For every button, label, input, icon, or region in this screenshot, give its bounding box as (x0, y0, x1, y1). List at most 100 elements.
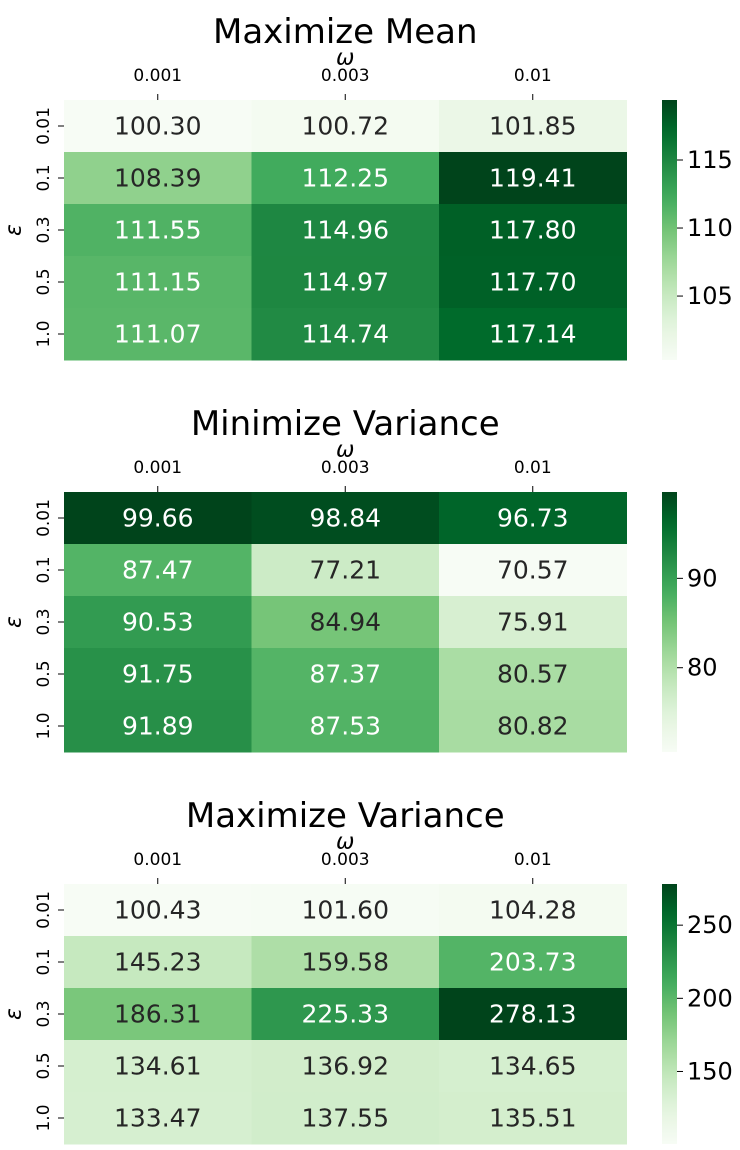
x-axis-label: ω (336, 46, 354, 71)
heatmap-cell (251, 308, 440, 361)
heatmap-cell (64, 936, 252, 989)
cell-value-label: 134.65 (489, 1052, 576, 1081)
cell-value-label: 100.43 (114, 896, 201, 925)
heatmap-cell (439, 988, 627, 1041)
y-tick-label: 0.3 (34, 216, 54, 243)
x-axis-label: ω (336, 438, 354, 463)
cell-value-label: 203.73 (489, 948, 576, 977)
heatmap-cell (251, 544, 440, 597)
colorbar-tick-label: 110 (687, 214, 733, 242)
cell-value-label: 84.94 (309, 608, 381, 637)
y-tick-label: 0.5 (34, 1052, 54, 1079)
cell-value-label: 134.61 (114, 1052, 201, 1081)
heatmap-cell (251, 1092, 440, 1145)
heatmap-cell (439, 884, 627, 937)
cell-value-label: 101.60 (302, 896, 389, 925)
y-tick-label: 1.0 (34, 712, 54, 739)
cell-value-label: 91.75 (122, 660, 194, 689)
x-tick-label: 0.003 (321, 850, 370, 870)
cell-value-label: 136.92 (302, 1052, 389, 1081)
colorbar-tick-label: 90 (687, 564, 718, 592)
colorbar-tick-label: 105 (687, 282, 733, 310)
heatmap-cell (439, 308, 627, 361)
colorbar-tick-label: 80 (687, 654, 718, 682)
heatmap-cell (439, 1092, 627, 1145)
cell-value-label: 117.14 (489, 320, 576, 349)
heatmap-cell (439, 152, 627, 205)
heatmap-cell (439, 700, 627, 753)
colorbar-tick-label: 150 (687, 1057, 733, 1085)
cell-value-label: 87.37 (309, 660, 381, 689)
x-tick-label: 0.01 (514, 850, 552, 870)
cell-value-label: 114.96 (302, 216, 389, 245)
x-tick-label: 0.003 (321, 458, 370, 478)
cell-value-label: 87.53 (309, 712, 381, 741)
cell-value-label: 80.57 (497, 660, 569, 689)
x-tick-label: 0.001 (133, 850, 182, 870)
x-tick-label: 0.001 (133, 66, 182, 86)
cell-value-label: 119.41 (489, 164, 576, 193)
heatmap-cell (64, 256, 252, 309)
cell-value-label: 225.33 (302, 1000, 389, 1029)
heatmap-cell (64, 308, 252, 361)
chart-title: Maximize Variance (186, 796, 505, 836)
heatmap-cell (439, 1040, 627, 1093)
cell-value-label: 75.91 (497, 608, 569, 637)
heatmap-cell (64, 1040, 252, 1093)
x-axis-label: ω (336, 830, 354, 855)
heatmap-cell (251, 936, 440, 989)
y-tick-label: 0.5 (34, 268, 54, 295)
colorbar (662, 492, 677, 752)
cell-value-label: 159.58 (302, 948, 389, 977)
cell-value-label: 117.80 (489, 216, 576, 245)
cell-value-label: 70.57 (497, 556, 569, 585)
heatmap-cell (251, 884, 440, 937)
cell-value-label: 117.70 (489, 268, 576, 297)
y-axis-label: ε (2, 616, 27, 628)
cell-value-label: 87.47 (122, 556, 194, 585)
y-tick-label: 0.01 (34, 499, 54, 537)
y-tick-label: 0.3 (34, 1000, 54, 1027)
heatmap-cell (64, 884, 252, 937)
y-tick-label: 0.01 (34, 107, 54, 145)
heatmap-cell (251, 700, 440, 753)
heatmap-cell (439, 544, 627, 597)
cell-value-label: 100.30 (114, 112, 201, 141)
heatmap-cell (64, 700, 252, 753)
y-tick-label: 1.0 (34, 320, 54, 347)
heatmap-cell (251, 100, 440, 153)
heatmap-cell (439, 936, 627, 989)
heatmap-cell (251, 648, 440, 701)
heatmap-cell (251, 492, 440, 545)
x-tick-label: 0.001 (133, 458, 182, 478)
colorbar (662, 884, 677, 1144)
y-tick-label: 0.01 (34, 891, 54, 929)
x-tick-label: 0.003 (321, 66, 370, 86)
colorbar (662, 100, 677, 360)
heatmap-cell (251, 256, 440, 309)
cell-value-label: 137.55 (302, 1104, 389, 1133)
heatmap-cell (439, 256, 627, 309)
heatmap-cell (64, 492, 252, 545)
cell-value-label: 77.21 (309, 556, 381, 585)
y-tick-label: 0.3 (34, 608, 54, 635)
heatmap-cell (439, 204, 627, 257)
cell-value-label: 112.25 (302, 164, 389, 193)
heatmap-cell (439, 492, 627, 545)
y-tick-label: 0.1 (34, 948, 54, 975)
heatmap-cell (64, 1092, 252, 1145)
y-tick-label: 1.0 (34, 1104, 54, 1131)
cell-value-label: 111.55 (114, 216, 201, 245)
y-axis-label: ε (2, 1008, 27, 1020)
heatmap-cell (64, 152, 252, 205)
cell-value-label: 108.39 (114, 164, 201, 193)
heatmap-cell (439, 648, 627, 701)
heatmap-cell (439, 100, 627, 153)
heatmap-cell (64, 100, 252, 153)
cell-value-label: 278.13 (489, 1000, 576, 1029)
chart-title: Maximize Mean (213, 12, 478, 52)
cell-value-label: 98.84 (309, 504, 381, 533)
